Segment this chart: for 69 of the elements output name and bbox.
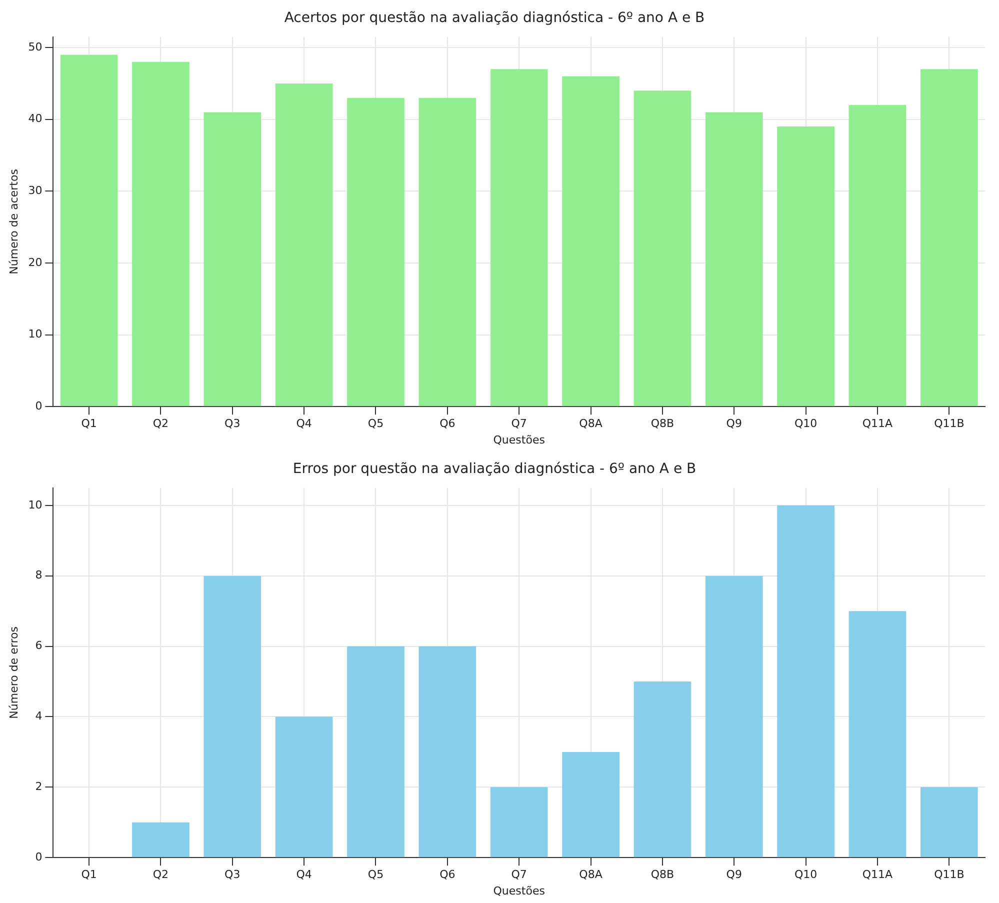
bar — [490, 787, 548, 858]
x-tick-label: Q3 — [224, 868, 240, 882]
bar — [490, 69, 548, 406]
bar — [347, 646, 404, 858]
x-tick-label: Q9 — [726, 417, 742, 430]
bar — [705, 112, 763, 406]
bar — [920, 69, 978, 406]
x-tick-label: Q5 — [368, 417, 384, 430]
x-tick-label: Q8B — [650, 417, 674, 430]
x-tick-label: Q1 — [81, 868, 97, 882]
x-tick-label: Q7 — [511, 868, 527, 882]
x-tick-label: Q2 — [152, 417, 169, 430]
y-axis-title: Número de erros — [7, 626, 20, 719]
x-tick-label: Q5 — [368, 868, 384, 882]
bar — [920, 787, 978, 858]
x-tick-label: Q8A — [579, 417, 603, 430]
y-tick-label: 0 — [35, 850, 42, 864]
y-tick-label: 10 — [28, 498, 42, 512]
x-tick-label: Q10 — [794, 417, 818, 430]
y-tick-label: 8 — [35, 568, 42, 582]
y-tick-label: 30 — [28, 184, 42, 198]
y-tick-label: 4 — [35, 710, 42, 723]
bar — [705, 576, 763, 858]
y-tick-label: 6 — [35, 639, 42, 652]
bar — [562, 752, 620, 858]
y-tick-label: 10 — [28, 328, 42, 341]
bar — [777, 126, 834, 406]
bar — [275, 83, 333, 406]
bar — [60, 54, 118, 406]
x-axis-title: Questões — [493, 884, 546, 898]
y-tick-label: 40 — [28, 112, 42, 126]
bar — [132, 822, 190, 858]
x-tick-label: Q1 — [81, 417, 97, 430]
bar — [634, 90, 692, 406]
y-axis-title: Número de acertos — [7, 168, 20, 274]
bar — [275, 716, 333, 858]
x-tick-label: Q8B — [650, 868, 674, 882]
x-tick-label: Q8A — [579, 868, 603, 882]
x-tick-label: Q4 — [296, 868, 312, 882]
x-tick-label: Q11B — [934, 868, 964, 882]
x-tick-label: Q4 — [296, 417, 312, 430]
bar — [204, 112, 262, 406]
x-axis-title: Questões — [493, 433, 546, 446]
bar — [848, 105, 906, 406]
y-tick-label: 2 — [35, 780, 42, 794]
bar — [204, 576, 262, 858]
bar — [418, 646, 476, 858]
x-tick-label: Q3 — [224, 417, 240, 430]
y-tick-label: 20 — [28, 256, 42, 269]
chart-title: Acertos por questão na avaliação diagnóstica - 6º ano A e B — [284, 10, 705, 26]
x-tick-label: Q11B — [934, 417, 964, 430]
y-tick-label: 50 — [28, 40, 42, 54]
x-tick-label: Q6 — [440, 868, 456, 882]
chart-title: Erros por questão na avaliação diagnóstica - 6º ano A e B — [292, 461, 696, 478]
bar — [132, 62, 190, 406]
bar — [848, 611, 906, 858]
x-tick-label: Q11A — [862, 417, 894, 430]
bar — [347, 98, 404, 406]
x-tick-label: Q11A — [862, 868, 894, 882]
bar — [562, 76, 620, 406]
x-tick-label: Q6 — [440, 417, 456, 430]
y-tick-label: 0 — [35, 399, 42, 412]
x-tick-label: Q9 — [726, 868, 742, 882]
x-tick-label: Q2 — [152, 868, 169, 882]
x-tick-label: Q10 — [794, 868, 818, 882]
bar — [418, 98, 476, 406]
bar — [777, 505, 834, 858]
bar — [634, 682, 692, 858]
x-tick-label: Q7 — [511, 417, 527, 430]
